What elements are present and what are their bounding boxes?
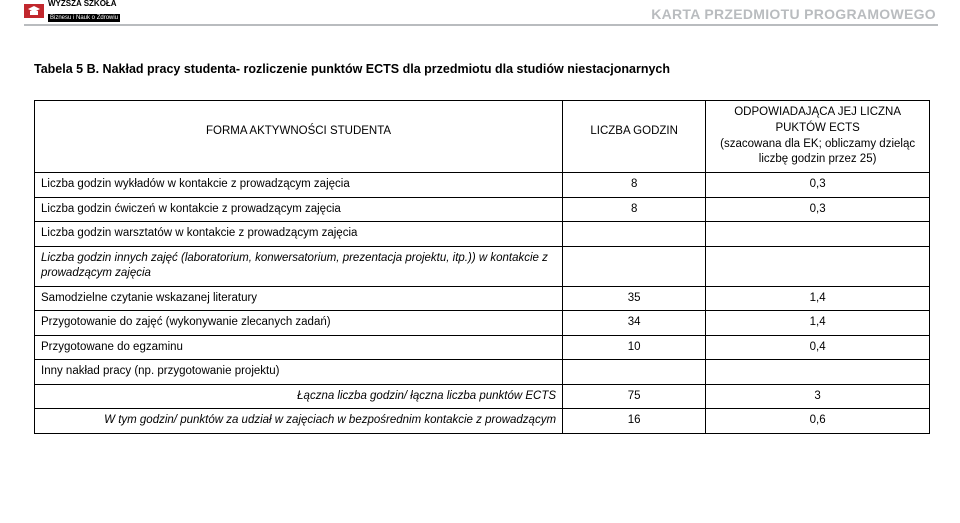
logo-subtitle: Biznesu i Nauk o Zdrowiu (48, 14, 120, 22)
cell-ects (706, 246, 930, 286)
cell-hours (563, 360, 706, 385)
logo: WYŻSZA SZKOŁA Biznesu i Nauk o Zdrowiu (24, 0, 120, 22)
cell-activity: Liczba godzin wykładów w kontakcie z pro… (35, 173, 563, 198)
col-header-hours: LICZBA GODZIN (563, 101, 706, 173)
cell-hours: 8 (563, 197, 706, 222)
cell-ects: 1,4 (706, 311, 930, 336)
cell-summary-hours: 16 (563, 409, 706, 434)
cell-activity: Liczba godzin ćwiczeń w kontakcie z prow… (35, 197, 563, 222)
cell-ects (706, 360, 930, 385)
table-row: Liczba godzin wykładów w kontakcie z pro… (35, 173, 930, 198)
table-header-row: FORMA AKTYWNOŚCI STUDENTA LICZBA GODZIN … (35, 101, 930, 173)
cell-summary-label: Łączna liczba godzin/ łączna liczba punk… (35, 384, 563, 409)
cell-summary-hours: 75 (563, 384, 706, 409)
cell-summary-ects: 0,6 (706, 409, 930, 434)
cell-hours: 10 (563, 335, 706, 360)
cell-activity: Liczba godzin warsztatów w kontakcie z p… (35, 222, 563, 247)
logo-text-block: WYŻSZA SZKOŁA Biznesu i Nauk o Zdrowiu (48, 0, 120, 22)
ects-table-wrapper: FORMA AKTYWNOŚCI STUDENTA LICZBA GODZIN … (34, 100, 930, 434)
table-row: Przygotowanie do zajęć (wykonywanie zlec… (35, 311, 930, 336)
cell-activity: Inny nakład pracy (np. przygotowanie pro… (35, 360, 563, 385)
cell-ects: 0,4 (706, 335, 930, 360)
table-summary-row: W tym godzin/ punktów za udział w zajęci… (35, 409, 930, 434)
col-header-ects: ODPOWIADAJĄCA JEJ LICZNA PUKTÓW ECTS (sz… (706, 101, 930, 173)
table-caption: Tabela 5 B. Nakład pracy studenta- rozli… (34, 62, 670, 76)
table-row: Liczba godzin warsztatów w kontakcie z p… (35, 222, 930, 247)
table-row: Przygotowane do egzaminu100,4 (35, 335, 930, 360)
table-row: Liczba godzin innych zajęć (laboratorium… (35, 246, 930, 286)
cell-hours: 35 (563, 286, 706, 311)
logo-title: WYŻSZA SZKOŁA (48, 0, 120, 8)
cell-ects: 0,3 (706, 197, 930, 222)
cell-ects: 0,3 (706, 173, 930, 198)
cell-hours: 34 (563, 311, 706, 336)
cell-ects: 1,4 (706, 286, 930, 311)
cell-hours (563, 246, 706, 286)
cell-summary-label: W tym godzin/ punktów za udział w zajęci… (35, 409, 563, 434)
cell-hours: 8 (563, 173, 706, 198)
table-summary-row: Łączna liczba godzin/ łączna liczba punk… (35, 384, 930, 409)
cell-activity: Samodzielne czytanie wskazanej literatur… (35, 286, 563, 311)
cell-activity: Przygotowanie do zajęć (wykonywanie zlec… (35, 311, 563, 336)
cell-activity: Przygotowane do egzaminu (35, 335, 563, 360)
table-row: Samodzielne czytanie wskazanej literatur… (35, 286, 930, 311)
ects-table: FORMA AKTYWNOŚCI STUDENTA LICZBA GODZIN … (34, 100, 930, 434)
table-row: Liczba godzin ćwiczeń w kontakcie z prow… (35, 197, 930, 222)
cell-hours (563, 222, 706, 247)
page-header: WYŻSZA SZKOŁA Biznesu i Nauk o Zdrowiu K… (0, 0, 960, 24)
cell-activity: Liczba godzin innych zajęć (laboratorium… (35, 246, 563, 286)
page-title: KARTA PRZEDMIOTU PROGRAMOWEGO (651, 6, 936, 22)
table-row: Inny nakład pracy (np. przygotowanie pro… (35, 360, 930, 385)
cell-ects (706, 222, 930, 247)
col-header-activity: FORMA AKTYWNOŚCI STUDENTA (35, 101, 563, 173)
header-divider (24, 24, 938, 26)
logo-mark-icon (24, 4, 44, 18)
cell-summary-ects: 3 (706, 384, 930, 409)
table-body: Liczba godzin wykładów w kontakcie z pro… (35, 173, 930, 434)
